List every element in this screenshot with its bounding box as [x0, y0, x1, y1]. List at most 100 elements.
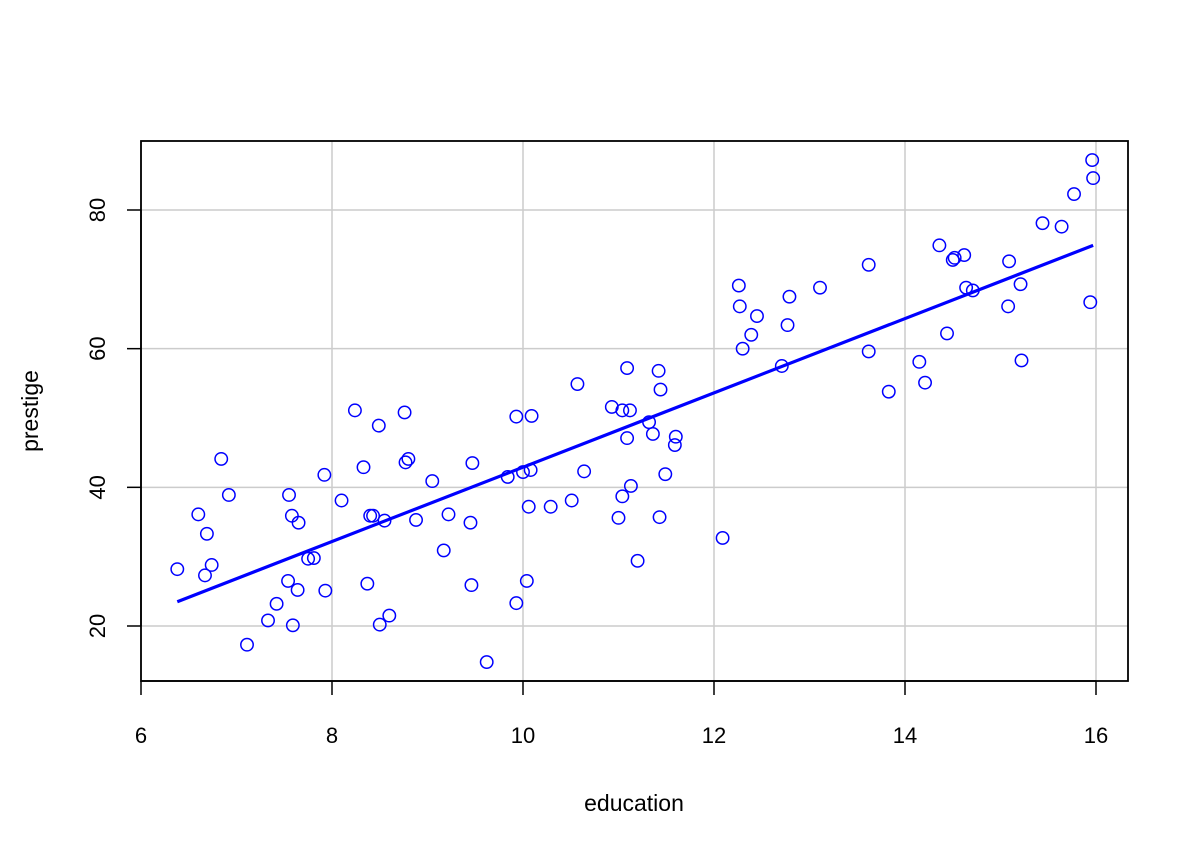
data-point [652, 510, 667, 525]
data-point [651, 363, 666, 378]
data-point [918, 375, 933, 390]
x-tick-label: 6 [135, 723, 147, 748]
y-tick-label: 60 [85, 336, 110, 360]
y-axis-title: prestige [17, 370, 43, 452]
data-point [366, 508, 381, 523]
data-point [1083, 295, 1098, 310]
data-point [715, 530, 730, 545]
data-point [519, 573, 534, 588]
data-point [861, 257, 876, 272]
data-point [521, 499, 536, 514]
data-point [281, 573, 296, 588]
data-point [401, 451, 416, 466]
data-point [947, 250, 962, 265]
x-tick-label: 12 [702, 723, 726, 748]
data-point [425, 474, 440, 489]
data-point [317, 467, 332, 482]
data-point [290, 582, 305, 597]
data-point [667, 438, 682, 452]
data-point [306, 551, 321, 566]
data-point [932, 238, 947, 253]
data-point [653, 382, 668, 397]
data-point [191, 507, 206, 522]
data-point [441, 507, 456, 522]
data-point [1001, 299, 1016, 314]
data-point [318, 583, 333, 598]
data-point [204, 558, 219, 572]
data-point [372, 617, 387, 632]
x-tick-label: 10 [511, 723, 535, 748]
x-tick-label: 14 [893, 723, 917, 748]
data-point [198, 568, 212, 583]
regression-line-layer [176, 243, 1094, 604]
data-point [221, 488, 236, 502]
x-axis-title: education [584, 790, 684, 816]
data-point [774, 359, 789, 373]
data-point [214, 451, 229, 466]
data-point [436, 543, 451, 558]
data-point [479, 655, 494, 670]
data-point [732, 299, 747, 314]
data-point [240, 637, 254, 652]
data-point [620, 361, 635, 376]
data-point [623, 478, 638, 493]
data-point [735, 341, 750, 356]
data-point [611, 510, 626, 525]
y-axis: 20 40 60 80 [85, 198, 142, 638]
data-points [170, 153, 1101, 670]
data-point [269, 596, 284, 611]
data-point [750, 309, 764, 324]
regression-line [176, 243, 1094, 604]
data-point [524, 408, 539, 423]
data-point [285, 618, 300, 633]
data-point [465, 456, 480, 471]
data-point [881, 384, 896, 399]
data-point [570, 377, 585, 391]
data-point [509, 409, 524, 424]
data-point [382, 608, 397, 623]
data-point [371, 418, 386, 433]
data-point [645, 426, 660, 441]
data-point [334, 493, 349, 508]
data-point [409, 512, 423, 527]
data-point [668, 429, 683, 444]
data-point [630, 553, 645, 568]
data-point [1085, 153, 1100, 168]
data-point [509, 596, 524, 611]
data-point [658, 467, 673, 482]
data-point [301, 551, 316, 566]
data-point [861, 344, 876, 359]
data-point [623, 403, 637, 418]
data-point [1035, 216, 1050, 231]
data-point [731, 278, 746, 293]
data-point [782, 289, 797, 304]
data-point [1014, 353, 1029, 368]
data-point [615, 489, 630, 504]
data-point [1002, 254, 1017, 269]
data-point [1013, 277, 1028, 292]
data-point [1067, 187, 1081, 202]
y-tick-label: 80 [85, 198, 110, 222]
data-point [615, 403, 630, 418]
data-point [744, 327, 759, 342]
data-point [957, 248, 972, 263]
y-tick-label: 40 [85, 475, 110, 499]
data-point [463, 515, 478, 530]
data-point [397, 405, 412, 420]
x-tick-label: 8 [326, 723, 338, 748]
data-point [464, 578, 479, 593]
data-point [1054, 219, 1069, 234]
data-point [912, 354, 927, 369]
data-point [543, 499, 558, 514]
data-point [398, 455, 413, 470]
data-point [170, 562, 185, 577]
data-point [199, 526, 214, 541]
data-point [282, 488, 296, 502]
data-point [377, 513, 392, 528]
data-point [564, 493, 579, 508]
data-point [356, 460, 371, 475]
data-point [261, 613, 275, 628]
data-point [1086, 171, 1101, 186]
